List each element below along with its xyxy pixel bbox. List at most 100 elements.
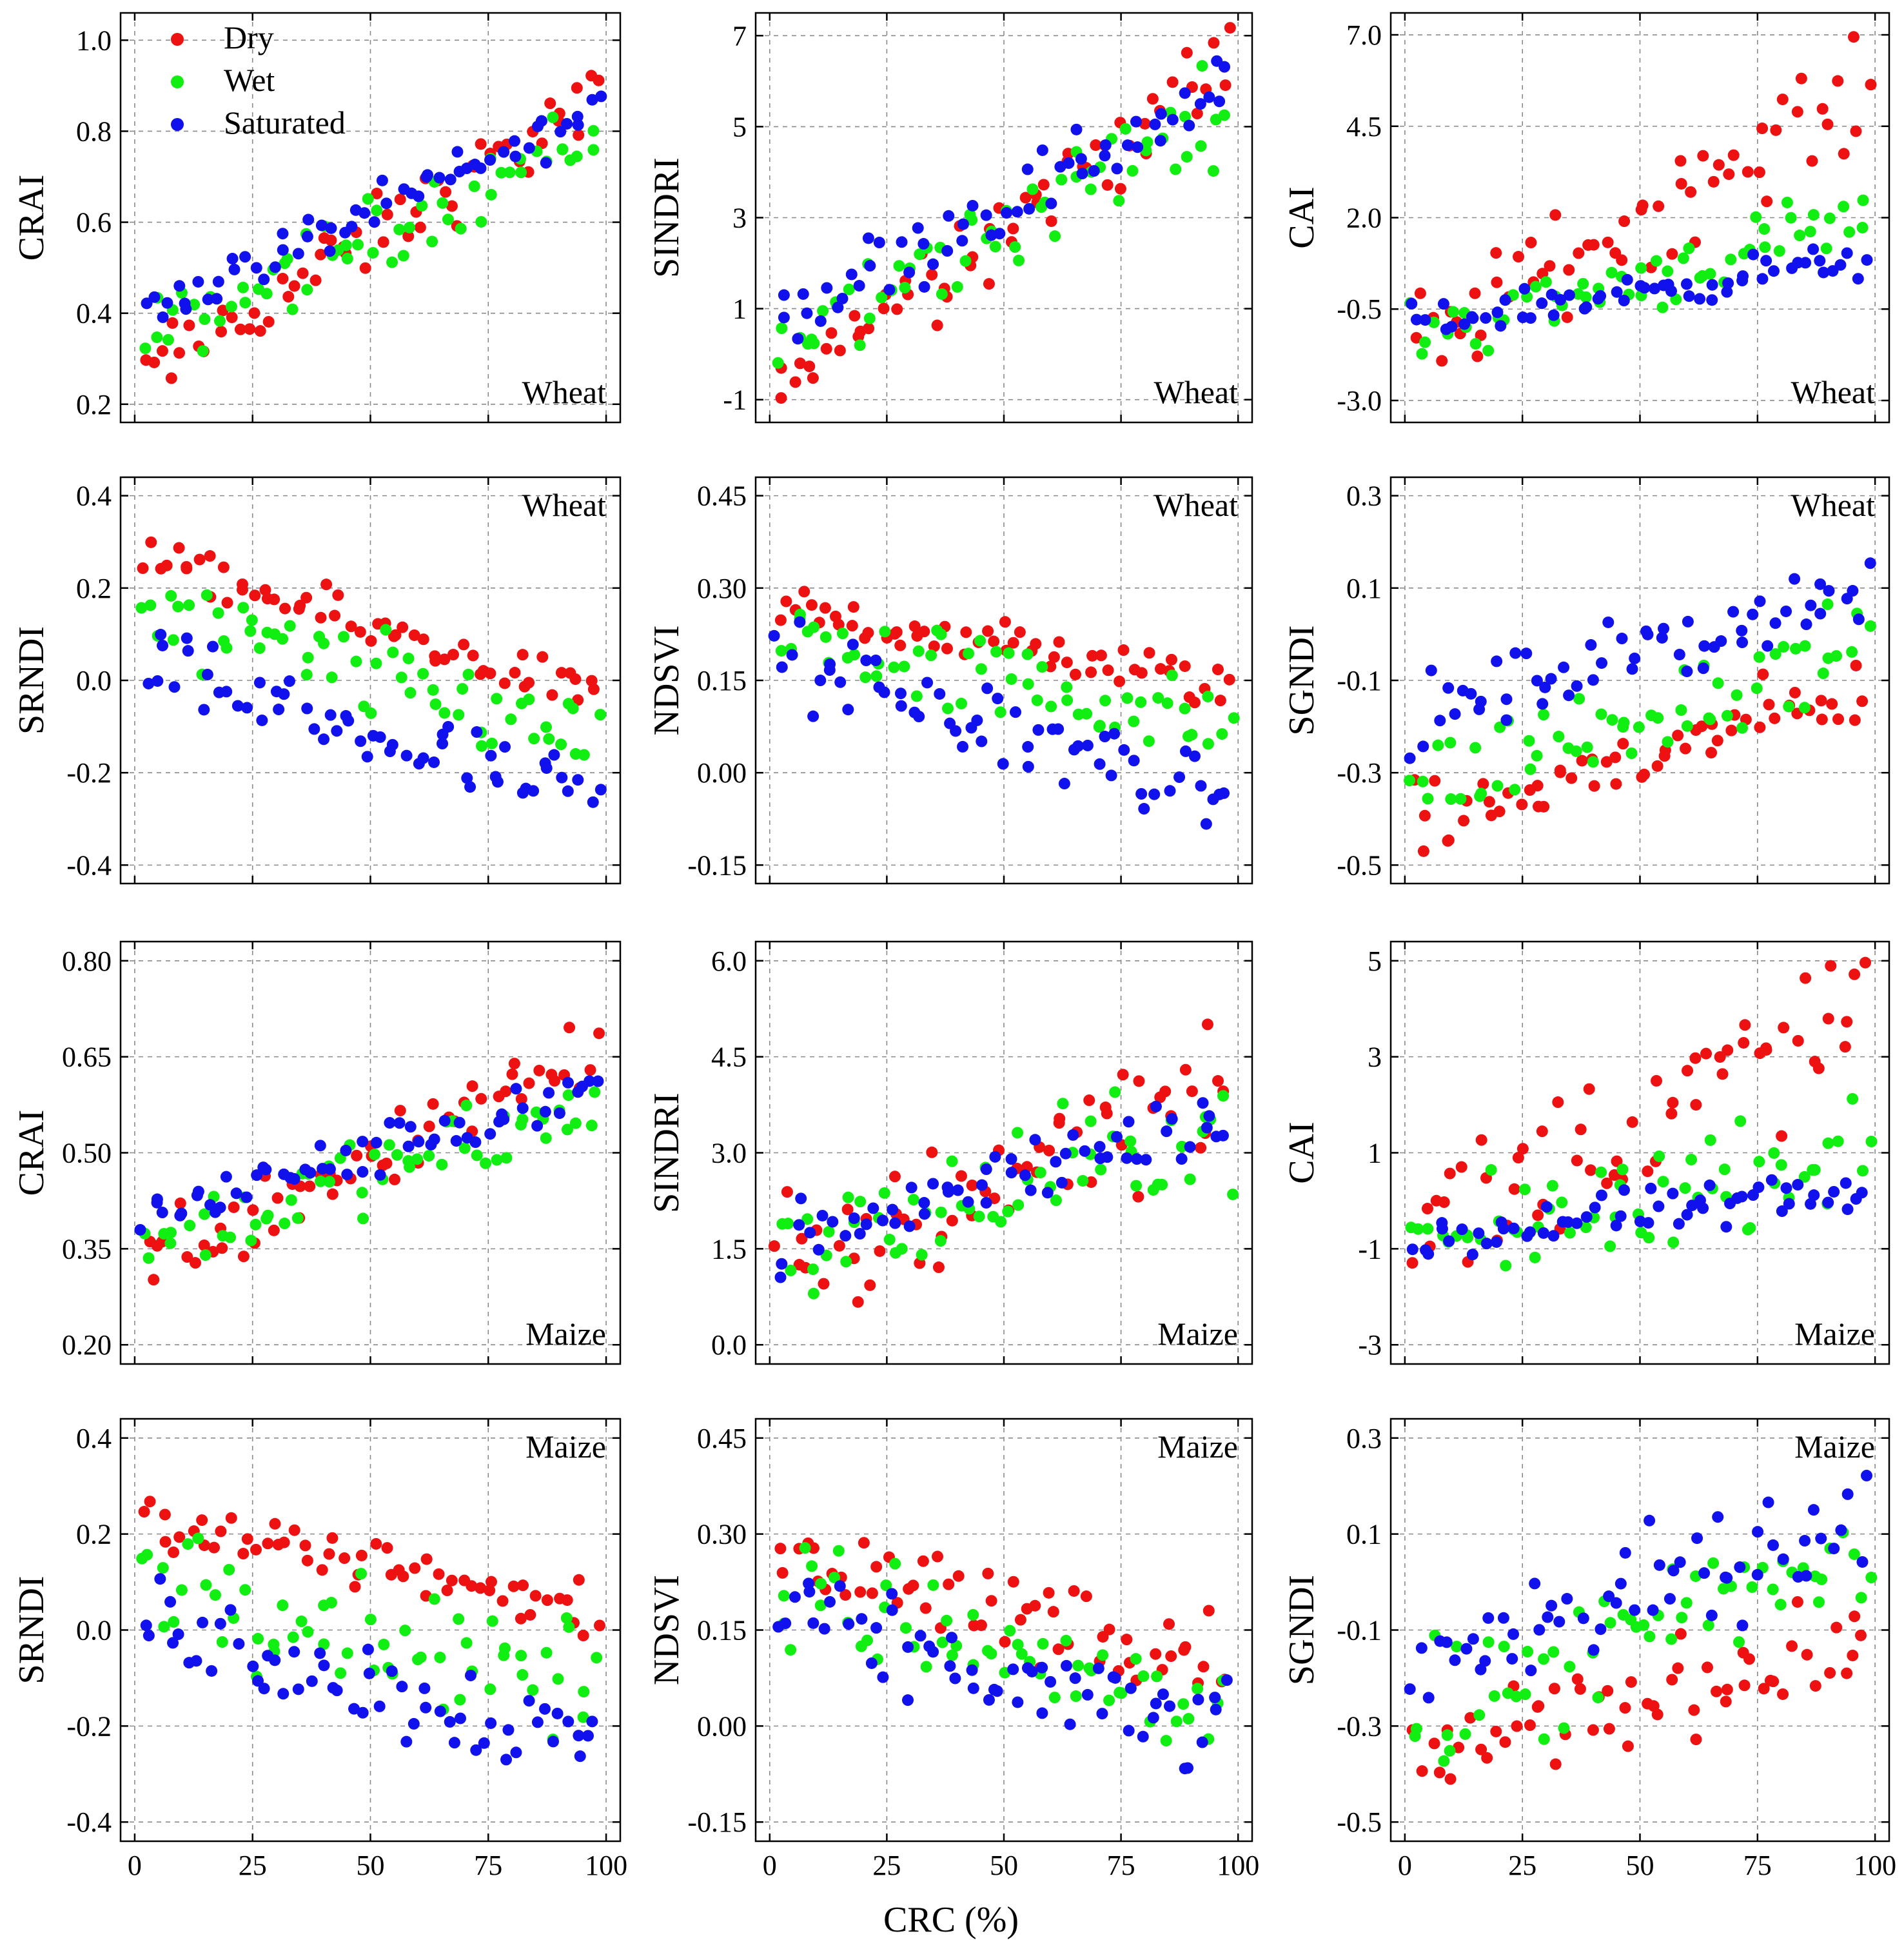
x-tick-label: 50 bbox=[1626, 1850, 1654, 1881]
point-dry bbox=[1665, 1107, 1678, 1120]
point-saturated bbox=[1822, 1196, 1834, 1209]
point-dry bbox=[1727, 149, 1740, 161]
point-dry bbox=[1512, 1152, 1524, 1164]
point-saturated bbox=[918, 238, 930, 250]
point-saturated bbox=[502, 1724, 515, 1736]
point-saturated bbox=[413, 190, 425, 203]
point-dry bbox=[249, 589, 261, 602]
point-saturated bbox=[914, 1630, 927, 1642]
point-saturated bbox=[368, 216, 380, 228]
point-saturated bbox=[404, 1121, 417, 1133]
point-saturated bbox=[278, 688, 290, 700]
point-wet bbox=[1103, 1694, 1115, 1706]
point-dry bbox=[1685, 186, 1697, 198]
point-wet bbox=[1587, 756, 1599, 768]
point-saturated bbox=[451, 146, 464, 158]
point-saturated bbox=[1437, 298, 1449, 310]
x-tick-label: 50 bbox=[357, 1850, 385, 1881]
point-saturated bbox=[224, 1604, 237, 1616]
point-wet bbox=[1556, 1196, 1568, 1209]
point-saturated bbox=[324, 709, 337, 721]
point-wet bbox=[927, 1579, 939, 1591]
point-wet bbox=[515, 166, 527, 179]
point-saturated bbox=[535, 115, 547, 127]
point-dry bbox=[394, 1105, 406, 1117]
point-saturated bbox=[1736, 1619, 1749, 1632]
point-wet bbox=[990, 646, 1003, 658]
point-wet bbox=[1003, 647, 1015, 659]
point-saturated bbox=[1852, 273, 1864, 285]
point-wet bbox=[199, 313, 211, 325]
point-wet bbox=[807, 1263, 819, 1276]
point-dry bbox=[1490, 247, 1502, 259]
point-dry bbox=[1052, 1643, 1065, 1655]
point-wet bbox=[1675, 704, 1687, 717]
point-wet bbox=[861, 1634, 873, 1646]
point-saturated bbox=[989, 1151, 1001, 1163]
point-dry bbox=[1791, 1596, 1803, 1608]
point-dry bbox=[173, 347, 186, 359]
point-saturated bbox=[1800, 618, 1812, 631]
point-saturated bbox=[1475, 695, 1487, 707]
point-saturated bbox=[288, 1173, 300, 1185]
point-saturated bbox=[586, 94, 598, 106]
point-dry bbox=[1689, 1052, 1702, 1064]
point-dry bbox=[1444, 1167, 1456, 1180]
point-saturated bbox=[1595, 290, 1607, 302]
point-saturated bbox=[1814, 578, 1827, 590]
point-wet bbox=[587, 144, 600, 156]
point-dry bbox=[1642, 1165, 1654, 1178]
point-saturated bbox=[1154, 135, 1166, 147]
point-saturated bbox=[318, 733, 330, 746]
point-wet bbox=[1546, 1180, 1558, 1192]
point-wet bbox=[1084, 183, 1097, 195]
point-saturated bbox=[157, 311, 169, 323]
point-saturated bbox=[1218, 787, 1230, 799]
point-dry bbox=[1102, 664, 1114, 677]
point-saturated bbox=[883, 284, 896, 296]
point-dry bbox=[561, 1594, 573, 1606]
point-wet bbox=[402, 652, 415, 664]
point-dry bbox=[1806, 155, 1818, 167]
point-dry bbox=[1776, 94, 1789, 106]
point-dry bbox=[1139, 117, 1151, 130]
point-wet bbox=[383, 1139, 395, 1151]
point-dry bbox=[1083, 1094, 1095, 1107]
point-saturated bbox=[531, 1716, 544, 1728]
point-dry bbox=[1436, 355, 1448, 367]
point-wet bbox=[528, 733, 540, 745]
point-dry bbox=[932, 1550, 944, 1563]
point-saturated bbox=[827, 1216, 839, 1228]
point-dry bbox=[438, 653, 451, 666]
point-saturated bbox=[283, 675, 295, 687]
point-saturated bbox=[1808, 1189, 1820, 1201]
point-saturated bbox=[228, 263, 240, 275]
point-wet bbox=[201, 589, 213, 601]
point-saturated bbox=[1589, 1201, 1601, 1214]
point-dry bbox=[1575, 1123, 1587, 1136]
point-dry bbox=[1854, 1629, 1867, 1641]
point-saturated bbox=[1736, 1191, 1748, 1203]
point-wet bbox=[523, 693, 535, 706]
point-wet bbox=[404, 221, 416, 233]
point-dry bbox=[1716, 1068, 1729, 1080]
point-dry bbox=[1571, 1673, 1584, 1685]
point-wet bbox=[540, 721, 553, 733]
point-saturated bbox=[363, 1667, 375, 1679]
point-dry bbox=[819, 602, 831, 614]
point-saturated bbox=[1682, 615, 1694, 628]
crop-label: Wheat bbox=[522, 487, 607, 523]
point-saturated bbox=[1861, 254, 1873, 266]
point-saturated bbox=[1674, 1556, 1686, 1568]
point-dry bbox=[1150, 1648, 1162, 1660]
point-saturated bbox=[804, 1227, 816, 1239]
point-wet bbox=[888, 661, 900, 673]
point-dry bbox=[1574, 1683, 1586, 1695]
point-saturated bbox=[341, 1169, 353, 1181]
point-dry bbox=[890, 626, 903, 638]
point-saturated bbox=[1041, 1187, 1054, 1199]
point-saturated bbox=[302, 213, 315, 226]
series-dry bbox=[774, 586, 1235, 709]
point-wet bbox=[1404, 775, 1416, 787]
point-saturated bbox=[1664, 1593, 1676, 1605]
